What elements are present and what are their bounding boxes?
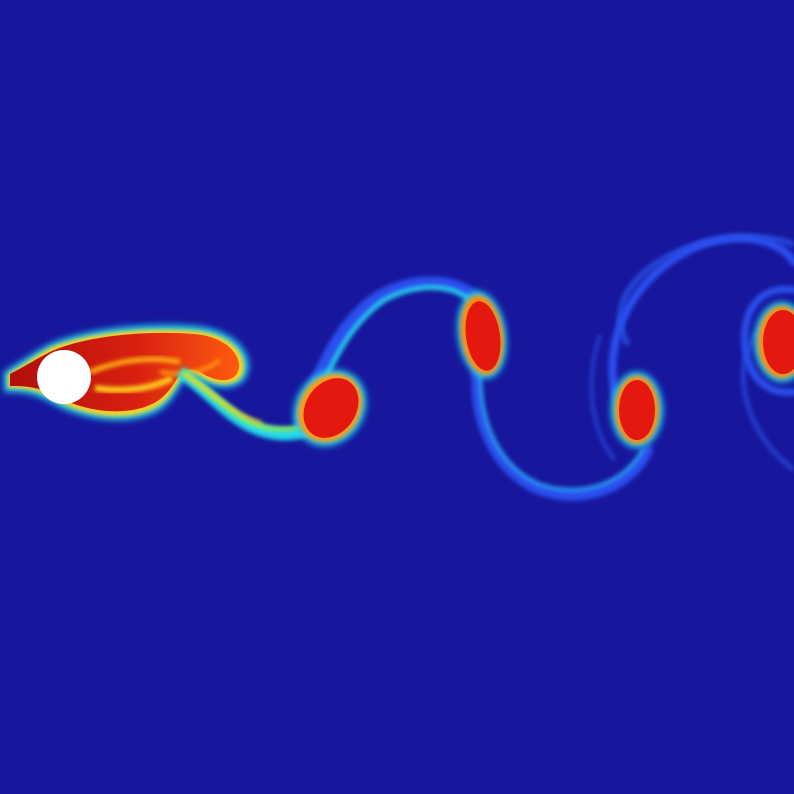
vortex-core [754,302,794,382]
vortex-cores [293,291,794,448]
vortex-core [611,372,663,448]
vortex-core [457,291,507,379]
vortex-core [293,369,367,447]
obstacle-cylinder [37,350,91,404]
